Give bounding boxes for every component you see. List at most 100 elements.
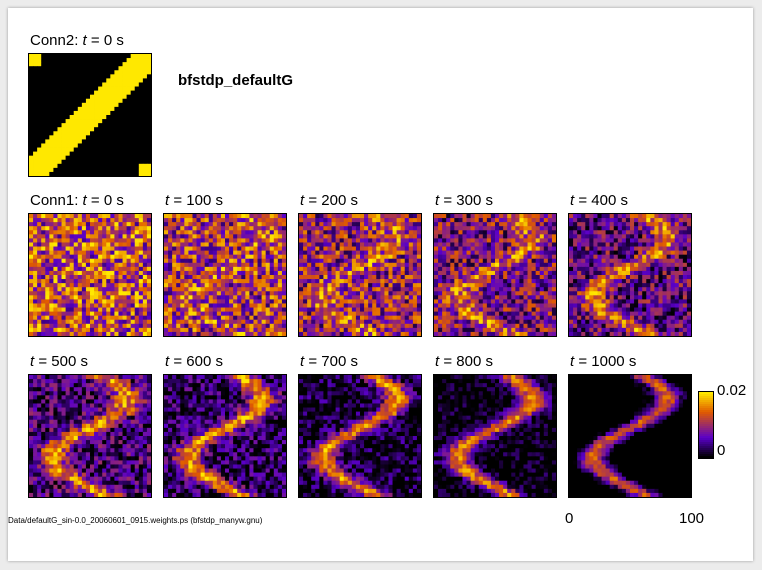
- heatmap-cell: [138, 86, 144, 91]
- heatmap-cell: [122, 242, 127, 247]
- heatmap-cell: [37, 258, 42, 264]
- heatmap-cell: [94, 258, 99, 264]
- heatmap-cell: [176, 283, 181, 288]
- heatmap-cell: [138, 70, 144, 75]
- heatmap-cell: [400, 246, 406, 251]
- heatmap-cell: [122, 331, 127, 336]
- heatmap-cell: [106, 62, 111, 67]
- heatmap-cell: [523, 303, 528, 308]
- heatmap-cell: [61, 287, 66, 292]
- heatmap-cell: [412, 222, 418, 227]
- heatmap-cell: [634, 246, 639, 251]
- heatmap-cell: [519, 291, 524, 296]
- heatmap-cell: [200, 303, 206, 308]
- heatmap-cell: [118, 167, 123, 173]
- heatmap-cell: [114, 163, 119, 169]
- heatmap-cell: [392, 299, 397, 304]
- heatmap-cell: [85, 115, 91, 120]
- heatmap-cell: [53, 331, 58, 336]
- heatmap-cell: [682, 234, 688, 239]
- heatmap-cell: [142, 54, 148, 59]
- heatmap-cell: [311, 226, 316, 231]
- heatmap-cell: [130, 131, 136, 136]
- heatmap-cell: [299, 303, 304, 308]
- heatmap-cell: [253, 246, 258, 251]
- heatmap-cell: [138, 74, 144, 79]
- heatmap-cell: [180, 303, 185, 308]
- heatmap-cell: [208, 319, 214, 325]
- heatmap-cell: [53, 70, 58, 75]
- heatmap-cell: [81, 262, 87, 268]
- heatmap-cell: [114, 307, 119, 312]
- heatmap-cell: [335, 295, 341, 300]
- heatmap-cell: [45, 230, 50, 235]
- heatmap-cell: [400, 218, 406, 223]
- heatmap-cell: [200, 323, 206, 329]
- heatmap-cell: [94, 327, 99, 333]
- heatmap-cell: [69, 323, 75, 329]
- heatmap-cell: [53, 234, 58, 239]
- heatmap-cell: [225, 218, 230, 223]
- heatmap-cell: [192, 226, 197, 231]
- heatmap-cell: [126, 270, 132, 276]
- heatmap-cell: [237, 262, 242, 268]
- heatmap-cell: [204, 242, 210, 247]
- heatmap-cell: [69, 110, 75, 116]
- heatmap-cell: [106, 106, 111, 112]
- heatmap-cell: [478, 218, 484, 223]
- heatmap-cell: [106, 327, 111, 333]
- heatmap-cell: [269, 327, 275, 333]
- heatmap-cell: [73, 82, 79, 87]
- heatmap-cell: [106, 315, 111, 321]
- heatmap-cell: [339, 218, 345, 223]
- heatmap-cell: [85, 262, 91, 268]
- heatmap-cell: [511, 319, 516, 325]
- heatmap-cell: [434, 222, 439, 227]
- heatmap-cell: [642, 226, 647, 231]
- heatmap-cell: [138, 331, 144, 336]
- heatmap-cell: [315, 270, 320, 276]
- heatmap-cell: [176, 238, 181, 243]
- heatmap-cell: [277, 270, 283, 276]
- heatmap-cell: [527, 262, 532, 268]
- heatmap-cell: [507, 218, 512, 223]
- heatmap-cell: [41, 222, 46, 227]
- heatmap-cell: [666, 230, 672, 235]
- heatmap-cell: [355, 242, 361, 247]
- heatmap-cell: [331, 262, 336, 268]
- heatmap-cell: [364, 275, 369, 280]
- heatmap-cell: [81, 62, 87, 67]
- heatmap-cell: [57, 151, 62, 157]
- heatmap-cell: [511, 258, 516, 264]
- heatmap-cell: [118, 234, 123, 239]
- heatmap-cell: [73, 331, 79, 336]
- heatmap-cell: [33, 86, 38, 91]
- heatmap-cell: [118, 258, 123, 264]
- heatmap-cell: [241, 327, 246, 333]
- heatmap-cell: [273, 275, 279, 280]
- heatmap-cell: [327, 327, 332, 333]
- heatmap-cell: [90, 238, 95, 243]
- heatmap-cell: [118, 311, 123, 317]
- heatmap-cell: [110, 86, 115, 91]
- panel-title-conn1-0: Conn1: t = 0 s: [30, 192, 124, 209]
- panel-title-conn2-0: Conn2: t = 0 s: [30, 32, 124, 49]
- heatmap-cell: [299, 234, 304, 239]
- heatmap-cell: [73, 54, 79, 59]
- heatmap-cell: [380, 279, 385, 284]
- heatmap-cell: [539, 315, 545, 321]
- heatmap-cell: [396, 250, 402, 256]
- heatmap-cell: [216, 319, 222, 325]
- heatmap-cell: [37, 123, 42, 128]
- heatmap-cell: [61, 94, 66, 100]
- heatmap-cell: [102, 106, 107, 112]
- heatmap-cell: [589, 275, 594, 280]
- heatmap-cell: [273, 319, 279, 325]
- heatmap-cell: [434, 323, 439, 329]
- heatmap-cell: [281, 226, 286, 231]
- heatmap-cell: [319, 226, 324, 231]
- heatmap-cell: [126, 151, 132, 157]
- heatmap-cell: [368, 319, 373, 325]
- heatmap-cell: [343, 331, 349, 336]
- heatmap-cell: [85, 171, 91, 176]
